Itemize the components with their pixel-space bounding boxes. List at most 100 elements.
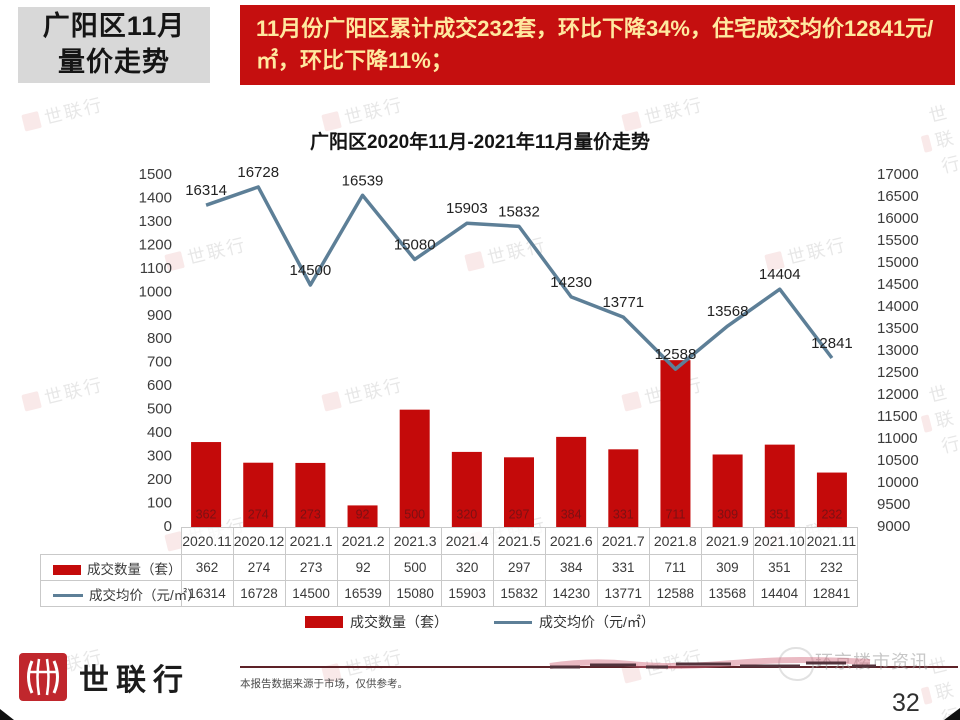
brand-block: 世联行 [18, 652, 190, 702]
footer-divider [240, 666, 958, 668]
bar-value-label: 331 [613, 507, 634, 521]
table-cell: 309 [700, 554, 754, 581]
left-axis-tick: 1000 [139, 283, 172, 300]
left-axis-tick: 600 [147, 377, 172, 394]
line-value-label: 15903 [446, 200, 488, 217]
left-axis-tick: 0 [164, 518, 172, 535]
table-cell: 14230 [544, 580, 598, 607]
table-cell: 16314 [180, 580, 234, 607]
red-scribble-mark [549, 656, 876, 669]
left-axis-tick: 900 [147, 307, 172, 324]
table-cell: 15080 [388, 580, 442, 607]
table-cell: 14500 [284, 580, 338, 607]
bar-2021.7 [608, 449, 639, 527]
table-cell: 2021.8 [648, 527, 702, 555]
table-cell: 12588 [648, 580, 702, 607]
legend-item: 成交均价（元/㎡） [494, 612, 655, 632]
bar-value-label: 297 [509, 507, 530, 521]
table-cell: 274 [232, 554, 286, 581]
right-axis-tick: 16000 [877, 210, 919, 227]
left-axis-tick: 800 [147, 330, 172, 347]
right-axis-tick: 17000 [877, 166, 919, 183]
table-cell: 2020.11 [180, 527, 234, 555]
bar-2021.2 [347, 505, 378, 527]
bar-2021.6 [556, 436, 587, 527]
right-axis-tick: 13500 [877, 320, 919, 337]
table-cell: 297 [492, 554, 546, 581]
table-cell: 362 [180, 554, 234, 581]
table-row: 成交均价（元/㎡） 16314 16728 14500 16539 15080 15903 1… [40, 580, 859, 607]
left-axis-tick: 1500 [139, 166, 172, 183]
line-value-label: 16314 [185, 182, 227, 199]
combo-chart: 广阳区2020年11月-2021年11月量价走势 0 100 200 300 400 500… [139, 130, 919, 535]
legend-bar-swatch-icon [305, 616, 344, 628]
table-row: 成交数量（套） 362 274 273 92 500 320 297 384 331 711 309 3… [40, 554, 859, 581]
line-value-label: 13771 [602, 294, 644, 311]
left-axis-tick: 300 [147, 448, 172, 465]
right-axis-tick: 9000 [877, 518, 910, 535]
bar-value-label: 362 [196, 507, 217, 521]
line-value-label: 12841 [811, 335, 853, 352]
table-cell: 2021.6 [544, 527, 598, 555]
table-cell: 331 [596, 554, 650, 581]
stamp-text: 环京楼市资讯 [815, 652, 929, 672]
table-cell: 15832 [492, 580, 546, 607]
table-cell: 232 [804, 554, 859, 581]
right-axis-tick: 14500 [877, 276, 919, 293]
bar-2021.4 [451, 451, 482, 527]
table-cell: 273 [284, 554, 338, 581]
brand-name: 世联行 [79, 664, 190, 697]
table-cell: 成交数量（套） [40, 554, 182, 581]
right-axis-tick: 13000 [877, 342, 919, 359]
slide-title-box: 广阳区11月 量价走势 [18, 7, 210, 83]
table-cell: 2021.2 [336, 527, 390, 555]
bar-2021.1 [295, 462, 326, 527]
left-axis-tick: 100 [147, 495, 172, 512]
bar-value-label: 384 [561, 507, 582, 521]
bar-2020.11 [191, 442, 222, 527]
table-cell: 711 [648, 554, 702, 581]
right-axis-tick: 12000 [877, 386, 919, 403]
table-cell: 2021.5 [492, 527, 546, 555]
left-axis-tick: 1100 [140, 260, 172, 277]
bar-2021.10 [764, 444, 795, 527]
table-cell: 2021.9 [700, 527, 754, 555]
table-cell: 2021.10 [752, 527, 806, 555]
right-axis-tick: 16500 [877, 188, 919, 205]
left-axis-tick: 500 [147, 401, 172, 418]
table-cell: 13568 [700, 580, 754, 607]
chart-legend: 成交数量（套） 成交均价（元/㎡） [0, 612, 960, 632]
left-axis-tick: 1200 [139, 236, 172, 253]
footer: 世联行 本报告数据来源于市场，仅供参考。 环京楼市资讯 32 [0, 645, 960, 720]
bar-value-label: 351 [769, 507, 790, 521]
bar-2021.5 [504, 457, 534, 527]
bar-value-label: 500 [404, 507, 425, 521]
table-cell: 2020.12 [232, 527, 286, 555]
table-cell: 2021.4 [440, 527, 494, 555]
disclaimer-text: 本报告数据来源于市场，仅供参考。 [240, 678, 408, 690]
table-cell: 2021.11 [804, 527, 859, 555]
slide-title-line2: 量价走势 [58, 47, 170, 77]
table-cell: 320 [440, 554, 494, 581]
right-axis-tick: 9500 [877, 496, 910, 513]
table-cell: 13771 [596, 580, 650, 607]
line-value-label: 15080 [394, 236, 436, 253]
line-value-label: 13568 [707, 303, 749, 320]
table-cell: 351 [752, 554, 806, 581]
table-cell: 2021.1 [284, 527, 338, 555]
table-cell: 2021.3 [388, 527, 442, 555]
legend-label: 成交均价（元/㎡） [539, 614, 655, 630]
legend-item: 成交数量（套） [305, 612, 448, 632]
table-cell: 2021.7 [596, 527, 650, 555]
left-axis-tick: 700 [147, 354, 172, 371]
table-cell: 16728 [232, 580, 286, 607]
bar-2021.9 [712, 454, 743, 527]
summary-banner-text: 11月份广阳区累计成交232套，环比下降34%，住宅成交均价12841元/㎡，环… [256, 16, 934, 73]
page-number: 32 [892, 689, 920, 717]
bar-value-label: 274 [248, 507, 269, 521]
left-axis-tick: 1400 [139, 189, 172, 206]
bar-value-label: 309 [717, 507, 738, 521]
line-value-label: 14230 [550, 274, 592, 291]
line-value-label: 14404 [759, 266, 801, 283]
